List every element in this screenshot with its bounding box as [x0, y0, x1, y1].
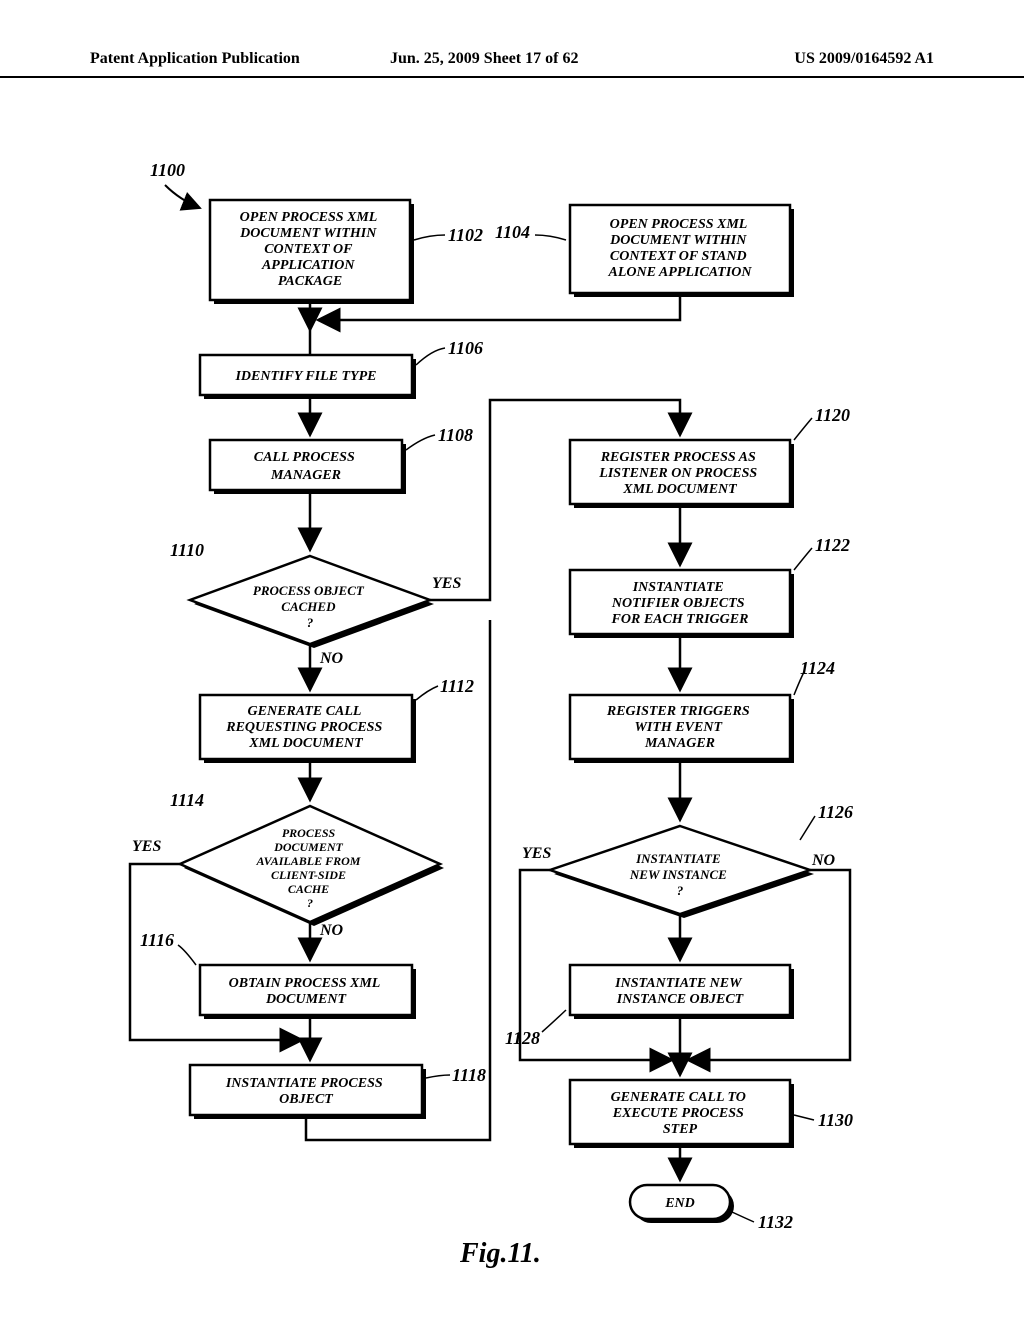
- ref-1124: 1124: [800, 658, 835, 679]
- box-1112: GENERATE CALL REQUESTING PROCESS XML DOC…: [200, 695, 416, 763]
- label-yes-1114: YES: [132, 838, 161, 856]
- page: Patent Application Publication Jun. 25, …: [0, 0, 1024, 1320]
- svg-text:OPEN PROCESS XML DOCUM: OPEN PROCESS XML DOCUMENT WITHIN CONTEXT…: [608, 217, 753, 280]
- ref-1128: 1128: [505, 1028, 540, 1049]
- ref-1108: 1108: [438, 425, 473, 446]
- ref-1112: 1112: [440, 676, 474, 697]
- box-1130: GENERATE CALL TO EXECUTE PROCESS STEP: [570, 1080, 794, 1148]
- svg-text:REGISTER PROCESS AS LI: REGISTER PROCESS AS LISTENER ON PROCESS …: [598, 450, 760, 497]
- ref-1114: 1114: [170, 790, 204, 811]
- label-yes-1110: YES: [432, 575, 461, 593]
- flowchart-svg: OPEN PROCESS XML DOCUMENT WITHIN CONTEXT…: [0, 0, 1024, 1320]
- ref-1122: 1122: [815, 535, 850, 556]
- box-1120: REGISTER PROCESS AS LISTENER ON PROCESS …: [570, 440, 794, 508]
- ref-1132: 1132: [758, 1212, 793, 1233]
- figure-label: Fig.11.: [460, 1238, 541, 1270]
- diamond-1126: INSTANTIATE NEW INSTANCE ?: [550, 826, 814, 918]
- box-1104: OPEN PROCESS XML DOCUMENT WITHIN CONTEXT…: [570, 205, 794, 297]
- box-1108: CALL PROCESS MANAGER: [210, 440, 406, 494]
- svg-text:INSTANTIATE NEW INSTAN: INSTANTIATE NEW INSTANCE OBJECT: [614, 976, 745, 1007]
- ref-1110: 1110: [170, 540, 204, 561]
- ref-1102: 1102: [448, 225, 483, 246]
- ref-1126: 1126: [818, 802, 853, 823]
- ref-1106: 1106: [448, 338, 483, 359]
- label-no-1110: NO: [320, 650, 343, 668]
- ref-1120: 1120: [815, 405, 850, 426]
- diamond-1114: PROCESS DOCUMENT AVAILABLE FROM CLIENT-S…: [180, 806, 444, 926]
- ref-1104: 1104: [495, 222, 530, 243]
- label-no-1126: NO: [812, 852, 835, 870]
- box-1122: INSTANTIATE NOTIFIER OBJECTS FOR EACH TR…: [570, 570, 794, 638]
- terminal-end: END: [630, 1185, 734, 1223]
- box-1128: INSTANTIATE NEW INSTANCE OBJECT: [570, 965, 794, 1019]
- ref-1118: 1118: [452, 1065, 486, 1086]
- box-1124: REGISTER TRIGGERS WITH EVENT MANAGER: [570, 695, 794, 763]
- diamond-1110: PROCESS OBJECT CACHED ?: [190, 556, 434, 648]
- label-no-1114: NO: [320, 922, 343, 940]
- box-1118: INSTANTIATE PROCESS OBJECT: [190, 1065, 426, 1119]
- box-1106: IDENTIFY FILE TYPE: [200, 355, 416, 399]
- box-1116: OBTAIN PROCESS XML DOCUMENT: [200, 965, 416, 1019]
- box-1102: OPEN PROCESS XML DOCUMENT WITHIN CONTEXT…: [210, 200, 414, 304]
- label-yes-1126: YES: [522, 845, 551, 863]
- svg-text:IDENTIFY FILE TYPE: IDENTIFY FILE TYPE: [234, 369, 376, 384]
- svg-text:END: END: [664, 1196, 695, 1211]
- ref-1116: 1116: [140, 930, 174, 951]
- svg-text:GENERATE CALL REQUESTI: GENERATE CALL REQUESTING PROCESS XML DOC…: [225, 704, 386, 751]
- ref-1130: 1130: [818, 1110, 853, 1131]
- ref-1100: 1100: [150, 160, 185, 181]
